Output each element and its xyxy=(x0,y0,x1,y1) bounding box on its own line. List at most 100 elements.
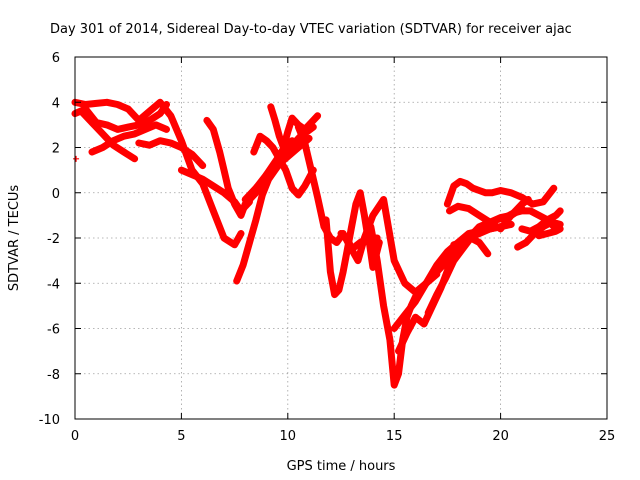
data-point xyxy=(450,257,457,264)
data-point xyxy=(189,171,196,178)
data-point xyxy=(210,207,217,214)
data-point xyxy=(508,221,515,228)
data-point xyxy=(493,216,500,223)
data-point xyxy=(527,228,534,235)
data-point xyxy=(361,235,368,241)
data-point xyxy=(335,287,342,294)
data-point xyxy=(476,239,483,246)
data-point xyxy=(225,185,232,192)
data-point xyxy=(142,126,149,133)
data-point xyxy=(282,167,289,174)
data-point xyxy=(210,182,217,189)
data-point xyxy=(374,257,381,264)
data-point xyxy=(469,185,476,192)
x-axis-label: GPS time / hours xyxy=(287,459,396,474)
data-point xyxy=(284,128,291,135)
data-point xyxy=(314,194,321,201)
data-point xyxy=(152,121,159,128)
data-point xyxy=(433,262,440,269)
data-point xyxy=(544,216,551,223)
data-point xyxy=(523,239,530,246)
data-point xyxy=(276,133,283,140)
data-point xyxy=(403,330,410,337)
data-point xyxy=(89,149,96,156)
data-point xyxy=(552,212,559,219)
data-point xyxy=(314,112,321,119)
data-point xyxy=(412,298,419,305)
data-point xyxy=(120,133,127,140)
data-point xyxy=(518,194,525,201)
data-point xyxy=(250,149,257,156)
data-point xyxy=(386,336,393,343)
data-point xyxy=(267,103,274,110)
data-point xyxy=(216,149,223,156)
data-point xyxy=(199,162,206,169)
data-point xyxy=(340,268,347,275)
series-line xyxy=(71,101,170,133)
data-point xyxy=(391,382,398,389)
y-tick-label: -8 xyxy=(47,368,60,383)
data-point xyxy=(210,126,217,133)
data-point xyxy=(425,309,432,316)
data-point xyxy=(540,198,547,205)
data-point xyxy=(518,225,525,232)
y-tick-label: -6 xyxy=(47,323,60,338)
data-point xyxy=(508,189,515,196)
data-point xyxy=(357,189,364,196)
x-tick-label: 5 xyxy=(177,429,185,444)
data-point xyxy=(355,257,362,264)
data-point xyxy=(291,139,298,146)
data-point xyxy=(233,277,240,284)
data-point xyxy=(348,246,355,253)
data-point xyxy=(220,189,227,196)
data-point xyxy=(263,171,270,178)
data-point xyxy=(252,216,259,223)
data-point xyxy=(252,185,259,192)
data-point xyxy=(444,201,451,208)
x-tick-label: 20 xyxy=(492,429,509,444)
data-point xyxy=(391,257,398,264)
data-point xyxy=(544,230,551,237)
y-tick-label: 6 xyxy=(52,51,60,66)
data-point xyxy=(246,239,253,246)
data-point xyxy=(263,137,270,144)
data-point xyxy=(237,230,244,237)
data-point xyxy=(442,275,449,282)
data-point xyxy=(99,144,106,151)
series-satellite-u xyxy=(450,234,492,258)
data-point xyxy=(463,180,470,187)
data-point xyxy=(550,185,557,192)
series-line xyxy=(88,121,170,156)
series-line xyxy=(250,132,317,199)
data-point xyxy=(476,212,483,219)
series-line xyxy=(267,103,322,151)
data-point xyxy=(125,106,132,113)
data-point xyxy=(352,201,359,208)
data-point xyxy=(146,117,153,124)
data-point xyxy=(476,187,483,194)
data-point xyxy=(99,130,106,137)
x-tick-label: 0 xyxy=(71,429,79,444)
data-point xyxy=(242,196,249,203)
data-point xyxy=(331,291,338,298)
data-point xyxy=(295,144,302,151)
data-point xyxy=(289,115,296,122)
data-point xyxy=(467,235,474,241)
data-point xyxy=(444,248,451,255)
series-line xyxy=(535,225,564,240)
data-point xyxy=(535,223,542,230)
data-point xyxy=(391,325,398,332)
data-point xyxy=(178,144,185,151)
data-point xyxy=(178,167,185,174)
data-point xyxy=(527,207,534,214)
data-point xyxy=(157,99,164,106)
data-point xyxy=(484,250,491,257)
data-series xyxy=(71,98,564,389)
data-point xyxy=(301,182,308,189)
data-point xyxy=(280,144,287,151)
data-point xyxy=(167,112,174,119)
data-point xyxy=(450,241,457,248)
data-point xyxy=(103,99,110,106)
data-point xyxy=(401,311,408,318)
